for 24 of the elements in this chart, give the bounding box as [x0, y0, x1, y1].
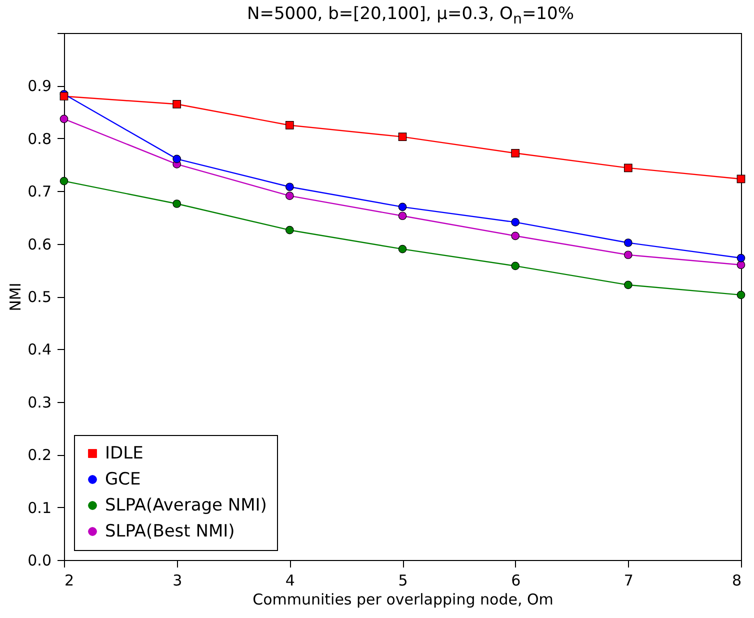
y-tick-label: 0.1 [28, 498, 52, 517]
y-tick-label: 0.0 [28, 552, 52, 570]
x-tick-label: 3 [172, 572, 182, 590]
y-tick-label: 0.9 [28, 77, 52, 96]
legend-label: SLPA(Best NMI) [105, 522, 235, 542]
x-tick-label: 7 [624, 572, 634, 590]
chart-title: N=5000, b=[20,100], μ=0.3, O$_{n}$=10% [246, 4, 575, 28]
y-tick-label: 0.8 [28, 130, 52, 148]
y-tick-label: 0.5 [28, 288, 52, 306]
legend-label: IDLE [105, 444, 144, 464]
x-tick-label: 8 [732, 572, 742, 590]
y-tick-label: 0.6 [28, 235, 52, 254]
y-tick-label: 0.3 [28, 393, 52, 412]
y-tick-label: 0.7 [28, 182, 52, 201]
x-axis-title: Communities per overlapping node, Om [252, 590, 554, 608]
x-tick-label: 6 [511, 572, 521, 590]
x-tick-label: 5 [398, 572, 408, 590]
x-tick-label: 4 [285, 572, 295, 590]
y-tick-label: 0.4 [28, 340, 52, 359]
legend-label: GCE [105, 470, 141, 490]
y-tick-label: 0.2 [28, 446, 52, 464]
y-axis-title: NMI [6, 282, 25, 312]
x-tick-label: 2 [64, 572, 74, 590]
legend-label: SLPA(Average NMI) [105, 496, 267, 516]
